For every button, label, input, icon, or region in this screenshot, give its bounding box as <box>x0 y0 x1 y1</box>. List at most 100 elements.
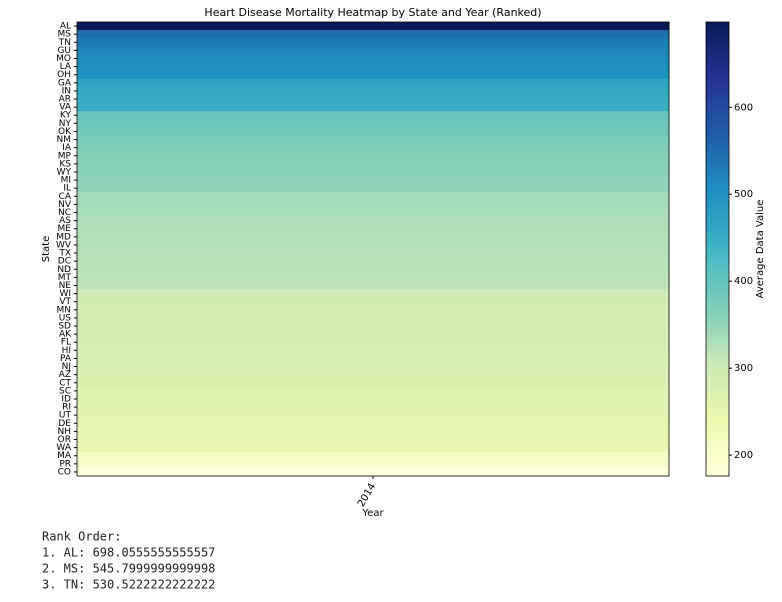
colorbar-step <box>706 264 729 268</box>
colorbar-step <box>706 401 729 404</box>
colorbar-step <box>706 208 729 212</box>
colorbar-step <box>706 473 729 477</box>
colorbar-step <box>706 330 729 334</box>
colorbar-step <box>706 187 729 191</box>
heat-cell <box>77 459 670 469</box>
y-tick-label: MD <box>56 232 71 242</box>
colorbar-step <box>706 94 729 98</box>
colorbar-step <box>706 171 729 175</box>
heat-cell <box>77 22 670 31</box>
colorbar-step <box>706 26 729 30</box>
heat-cell <box>77 257 670 266</box>
heat-cell <box>77 370 670 380</box>
y-tick-label: IA <box>62 143 72 153</box>
colorbar-step <box>706 317 729 320</box>
colorbar-step <box>706 444 729 448</box>
y-tick-label: NY <box>59 119 72 129</box>
colorbar-step <box>706 174 729 177</box>
y-tick-label: OK <box>58 127 72 137</box>
y-tick-label: PA <box>60 354 72 364</box>
colorbar-step <box>706 376 729 379</box>
colorbar-step <box>706 108 729 112</box>
colorbar-step <box>706 210 729 214</box>
colorbar-step <box>706 69 729 73</box>
colorbar-step <box>706 35 729 39</box>
heat-cell <box>77 427 670 436</box>
heat-cell <box>77 346 670 355</box>
colorbar-step <box>706 421 729 425</box>
heat-cell <box>77 111 670 120</box>
colorbar-step <box>706 351 729 355</box>
colorbar-tick-label: 400 <box>734 276 753 287</box>
colorbar-step <box>706 332 729 336</box>
colorbar-step <box>706 60 729 64</box>
heat-cell <box>77 273 670 282</box>
colorbar-step <box>706 416 729 420</box>
colorbar-step <box>706 194 729 198</box>
colorbar-step <box>706 337 729 341</box>
colorbar-label: Average Data Value <box>755 200 766 299</box>
colorbar-frame <box>705 21 730 477</box>
heat-cell <box>77 297 670 307</box>
colorbar-step <box>706 269 729 273</box>
colorbar-step <box>706 321 729 325</box>
colorbar-step <box>706 40 729 44</box>
colorbar-step <box>706 58 729 62</box>
colorbar-step <box>706 328 729 332</box>
heat-cell <box>77 78 670 88</box>
colorbar-step <box>706 335 729 339</box>
colorbar-step <box>706 301 729 305</box>
colorbar-step <box>706 178 729 182</box>
heat-cell <box>77 62 670 72</box>
heat-cell <box>77 354 670 363</box>
colorbar-step <box>706 305 729 309</box>
y-tick-label: AS <box>59 216 71 226</box>
colorbar-step <box>706 298 729 302</box>
colorbar-step <box>706 224 729 227</box>
colorbar-step <box>706 196 729 200</box>
colorbar-step <box>706 314 729 318</box>
colorbar-step <box>706 276 729 280</box>
colorbar-step <box>706 246 729 250</box>
y-tick-label: CA <box>59 192 72 202</box>
y-tick-label: GU <box>57 46 71 56</box>
colorbar-step <box>706 31 729 34</box>
heat-cell <box>77 386 670 396</box>
y-tick-label: PR <box>59 459 71 469</box>
heat-cell <box>77 403 670 412</box>
heat-cell <box>77 240 670 250</box>
y-tick-label: TN <box>58 38 71 48</box>
colorbar-step <box>706 287 729 291</box>
colorbar-step <box>706 464 729 468</box>
colorbar-step <box>706 273 729 277</box>
colorbar-step <box>706 451 729 454</box>
colorbar-step <box>706 119 729 123</box>
colorbar-step <box>706 271 729 275</box>
colorbar-step <box>706 344 729 348</box>
colorbar-step <box>706 167 729 171</box>
heat-cell <box>77 192 670 201</box>
heat-cell <box>77 46 670 55</box>
y-tick-label: DC <box>58 257 71 267</box>
y-tick-label: NH <box>58 427 72 437</box>
y-tick-label: NC <box>58 208 71 218</box>
colorbar-step <box>706 280 729 284</box>
rank-item: 1. AL: 698.0555555555557 <box>42 546 215 560</box>
colorbar-step <box>706 294 729 298</box>
colorbar-step <box>706 373 729 377</box>
y-tick-label: DE <box>58 419 71 429</box>
colorbar-step <box>706 53 729 57</box>
colorbar-step <box>706 183 729 187</box>
y-tick-label: HI <box>62 346 71 356</box>
y-tick-label: WY <box>57 167 72 177</box>
colorbar-step <box>706 219 729 223</box>
colorbar-step <box>706 371 729 375</box>
heat-cell <box>77 289 670 299</box>
colorbar-step <box>706 165 729 168</box>
colorbar-step <box>706 65 729 68</box>
colorbar-step <box>706 355 729 359</box>
colorbar-step <box>706 37 729 41</box>
colorbar-step <box>706 394 729 398</box>
y-tick-label: WA <box>56 443 71 453</box>
colorbar-step <box>706 310 729 314</box>
